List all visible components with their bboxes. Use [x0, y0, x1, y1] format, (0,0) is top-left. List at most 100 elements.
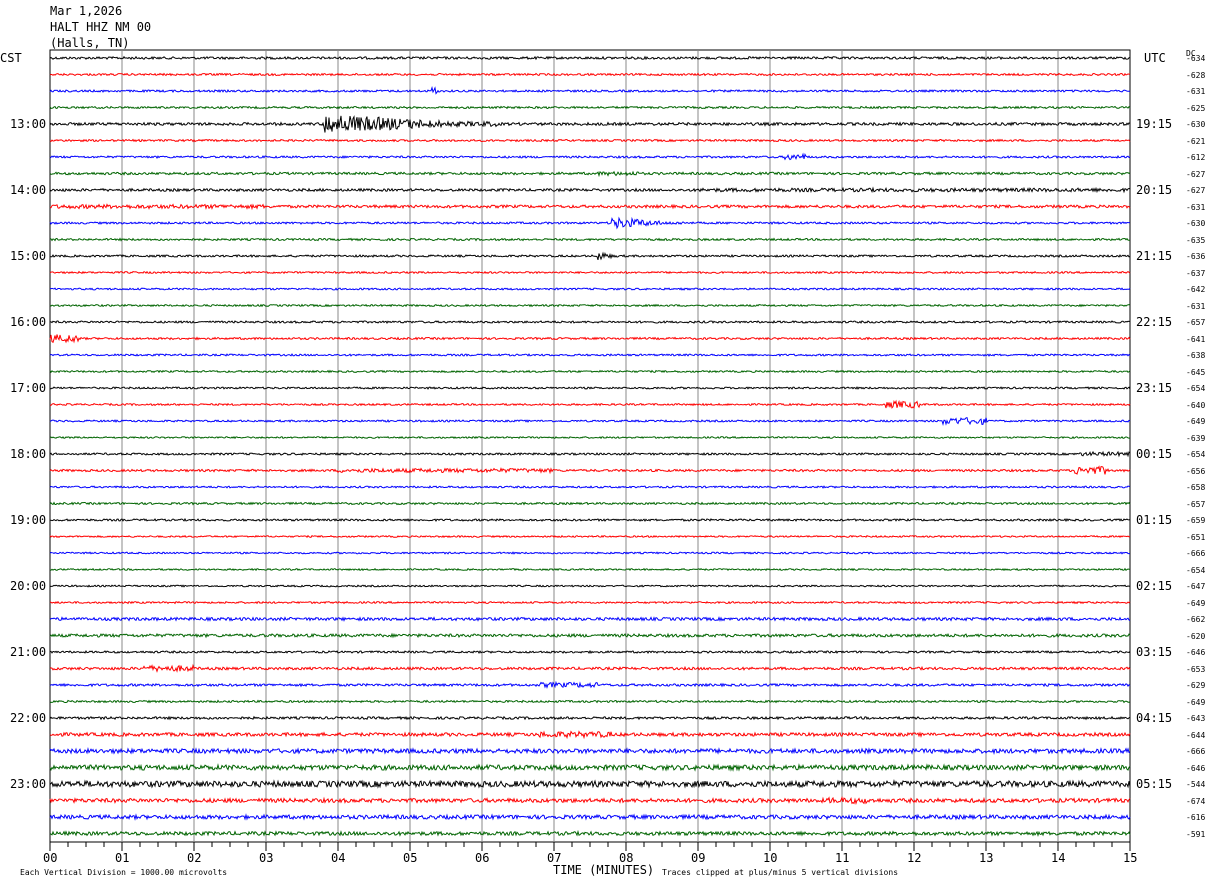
left-hour-label: 16:00 [10, 315, 47, 329]
seismic-trace [49, 152, 1131, 161]
seismic-trace [49, 680, 1131, 689]
right-timezone-label: UTC [1144, 51, 1166, 65]
seismic-trace [49, 616, 1131, 622]
seismic-trace [49, 287, 1131, 291]
location-label: (Halls, TN) [50, 36, 130, 50]
dc-offset-label: -647 [1186, 582, 1206, 591]
left-hour-label: 20:00 [10, 579, 47, 593]
left-hour-label: 22:00 [10, 711, 47, 725]
dc-offset-label: -653 [1186, 664, 1206, 674]
dc-offset-label: -625 [1186, 103, 1206, 113]
dc-offset-label: -635 [1186, 235, 1206, 245]
seismic-trace [49, 386, 1131, 390]
left-hour-label: 21:00 [10, 645, 47, 659]
right-hour-label: 02:15 [1136, 579, 1173, 593]
x-tick-label: 09 [691, 851, 706, 865]
x-tick-label: 15 [1123, 851, 1138, 865]
x-tick-label: 08 [619, 851, 634, 865]
right-hour-label: 22:15 [1136, 315, 1173, 329]
seismic-trace [49, 138, 1131, 143]
left-hour-label: 19:00 [10, 513, 47, 527]
dc-offset-label: -641 [1186, 334, 1206, 344]
dc-offset-label: -636 [1186, 252, 1206, 261]
dc-label: DC [1186, 49, 1196, 58]
dc-offset-label: -544 [1186, 780, 1206, 789]
left-hour-label: 17:00 [10, 381, 47, 395]
left-hour-label: 15:00 [10, 249, 47, 263]
x-tick-label: 14 [1051, 851, 1066, 865]
dc-offset-label: -654 [1186, 450, 1206, 459]
dc-offset-label: -666 [1186, 549, 1206, 558]
seismic-trace [49, 369, 1131, 374]
dc-offset-label: -658 [1186, 483, 1206, 492]
seismic-trace [49, 649, 1131, 655]
x-tick-label: 12 [907, 851, 922, 865]
seismic-trace [49, 534, 1131, 539]
dc-offset-label: -621 [1186, 136, 1206, 146]
seismic-trace [49, 105, 1131, 110]
dc-offset-label: -674 [1186, 796, 1206, 806]
dc-offset-label: -627 [1186, 186, 1206, 195]
dc-offset-label: -631 [1186, 87, 1206, 96]
dc-offset-label: -666 [1186, 747, 1206, 756]
clip-note: Traces clipped at plus/minus 5 vertical … [662, 868, 899, 877]
dc-offset-label: -649 [1186, 697, 1206, 707]
dc-offset-label: -616 [1186, 813, 1206, 822]
x-tick-label: 03 [259, 851, 274, 865]
seismic-trace [49, 746, 1131, 755]
seismic-trace [50, 517, 1131, 523]
x-tick-label: 06 [475, 851, 490, 865]
seismic-trace [49, 72, 1131, 77]
right-hour-label: 03:15 [1136, 645, 1173, 659]
dc-offset-label: -649 [1186, 598, 1206, 608]
dc-offset-label: -628 [1186, 70, 1206, 80]
seismic-trace [49, 237, 1131, 242]
seismic-trace [49, 600, 1131, 605]
x-tick-label: 00 [43, 851, 58, 865]
x-tick-label: 13 [979, 851, 994, 865]
right-hour-label: 23:15 [1136, 381, 1173, 395]
seismic-trace [49, 715, 1131, 721]
seismic-trace [49, 186, 1131, 194]
dc-offset-label: -657 [1186, 499, 1206, 509]
left-hour-label: 13:00 [10, 117, 47, 131]
x-tick-label: 05 [403, 851, 418, 865]
seismic-trace [50, 251, 1131, 261]
dc-offset-label: -644 [1186, 730, 1206, 740]
date-label: Mar 1,2026 [50, 4, 123, 18]
station-label: HALT HHZ NM 00 [50, 20, 152, 34]
right-hour-label: 05:15 [1136, 777, 1173, 791]
dc-offset-label: -630 [1186, 120, 1206, 129]
dc-offset-label: -654 [1186, 384, 1206, 393]
seismic-trace [49, 663, 1131, 673]
scale-note: Each Vertical Division = 1000.00 microvo… [20, 868, 228, 877]
dc-offset-label: -620 [1186, 631, 1206, 641]
dc-offset-label: -612 [1186, 153, 1206, 162]
seismic-trace [49, 203, 1131, 211]
seismic-trace [49, 501, 1131, 506]
dc-offset-label: -634 [1186, 54, 1206, 63]
seismic-trace [49, 829, 1131, 837]
dc-offset-label: -662 [1186, 615, 1206, 624]
dc-offset-label: -649 [1186, 417, 1206, 426]
dc-offset-label: -640 [1186, 400, 1206, 410]
x-tick-label: 10 [763, 851, 778, 865]
right-hour-label: 21:15 [1136, 249, 1173, 263]
seismic-trace [49, 763, 1131, 772]
seismic-trace [49, 216, 1131, 230]
right-hour-label: 00:15 [1136, 447, 1173, 461]
seismic-trace [49, 779, 1131, 789]
seismic-trace [49, 55, 1131, 61]
dc-offset-label: -654 [1186, 565, 1206, 575]
dc-offset-label: -643 [1186, 714, 1206, 723]
dc-offset-label: -627 [1186, 169, 1206, 179]
dc-offset-label: -645 [1186, 367, 1206, 377]
x-tick-label: 07 [547, 851, 562, 865]
seismic-trace [49, 485, 1131, 489]
dc-offset-label: -657 [1186, 318, 1206, 327]
dc-offset-label: -659 [1186, 516, 1206, 525]
right-hour-label: 20:15 [1136, 183, 1173, 197]
seismic-trace [49, 319, 1131, 324]
dc-offset-label: -637 [1186, 268, 1206, 278]
